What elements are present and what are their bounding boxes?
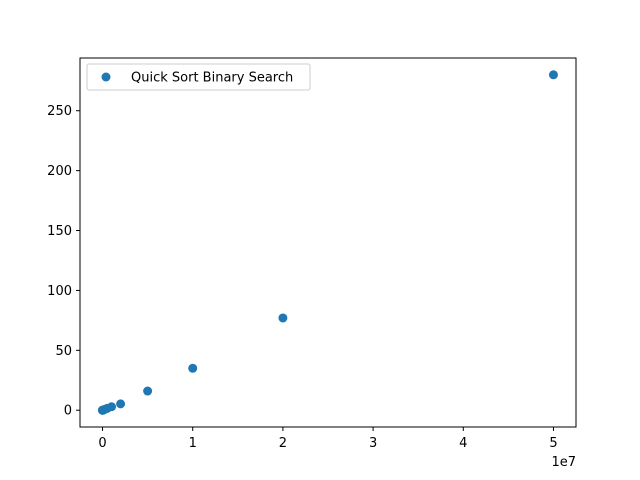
y-tick-label: 150 — [47, 224, 72, 239]
y-tick-label: 100 — [47, 284, 72, 299]
data-point — [278, 313, 288, 323]
axes — [79, 57, 577, 428]
x-tick-label: 1 — [189, 436, 197, 451]
legend: Quick Sort Binary Search — [86, 63, 311, 91]
data-points — [98, 70, 558, 415]
data-point — [116, 399, 126, 409]
y-tick-label: 50 — [55, 344, 72, 359]
legend-frame — [86, 63, 311, 91]
y-tick-label: 250 — [47, 104, 72, 119]
x-tick-label: 5 — [549, 436, 557, 451]
data-point — [548, 70, 558, 80]
plot-area — [80, 58, 576, 427]
x-tick-label: 0 — [98, 436, 106, 451]
data-point — [143, 386, 153, 396]
y-axis-ticks: 0 50 100 150 200 250 — [47, 104, 80, 419]
x-tick-label: 3 — [369, 436, 377, 451]
y-tick-label: 200 — [47, 164, 72, 179]
data-point — [188, 363, 198, 373]
x-tick-label: 4 — [459, 436, 467, 451]
data-point — [107, 402, 117, 412]
x-tick-label: 2 — [279, 436, 287, 451]
legend-marker — [101, 72, 111, 82]
legend-label: Quick Sort Binary Search — [131, 71, 293, 86]
x-axis-offset-label: 1e7 — [551, 455, 576, 470]
y-tick-label: 0 — [64, 404, 72, 419]
x-axis-ticks: 0 1 2 3 4 5 — [98, 427, 558, 451]
plot-frame — [79, 57, 577, 428]
